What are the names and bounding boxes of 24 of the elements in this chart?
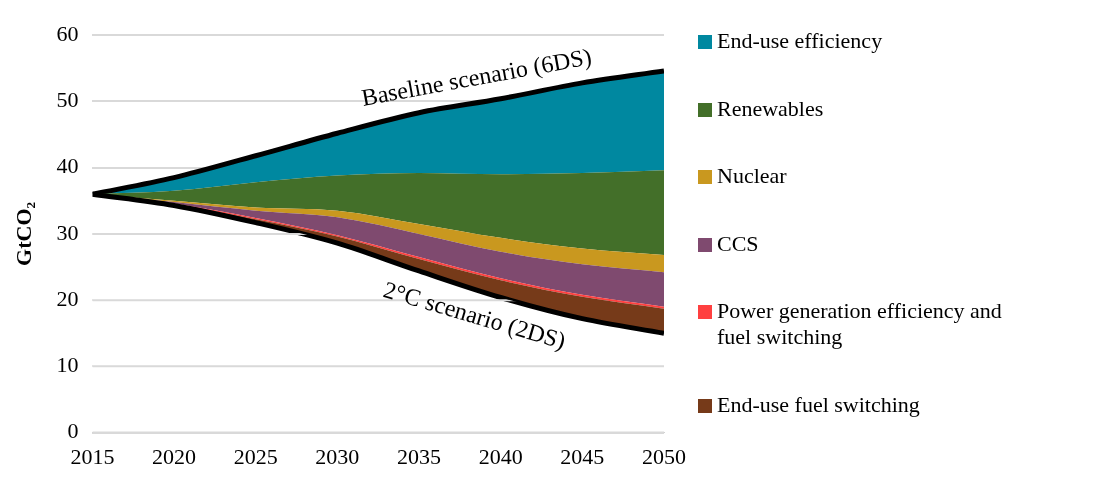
legend-label: Power generation efficiency and fuel switching (717, 298, 1003, 351)
y-tick-label: 60 (56, 20, 79, 46)
legend-label: CCS (717, 230, 760, 257)
annotation: 2°C scenario (2DS) (380, 276, 569, 355)
y-tick-label: 30 (56, 219, 79, 245)
legend-label: Renewables (717, 95, 825, 122)
y-tick-label: 10 (56, 352, 79, 378)
x-tick-label: 2015 (70, 443, 115, 469)
annotation: Baseline scenario (6DS) (359, 43, 594, 111)
legend-label: End-use fuel switching (717, 391, 921, 418)
legend-label: End-use efficiency (717, 28, 884, 54)
x-tick-label: 2050 (642, 443, 686, 469)
x-tick-label: 2020 (152, 443, 197, 469)
y-axis-title: GtCO₂ (10, 201, 36, 266)
y-tick-label: 50 (56, 87, 79, 113)
x-tick-label: 2030 (315, 443, 360, 469)
y-tick-label: 20 (56, 285, 79, 311)
x-tick-label: 2045 (560, 443, 605, 469)
y-tick-label: 0 (67, 418, 79, 444)
x-tick-label: 2035 (397, 443, 442, 469)
x-tick-label: 2025 (233, 443, 278, 469)
x-tick-label: 2040 (478, 443, 523, 469)
y-tick-label: 40 (56, 153, 79, 179)
legend-label: Nuclear (717, 163, 788, 190)
